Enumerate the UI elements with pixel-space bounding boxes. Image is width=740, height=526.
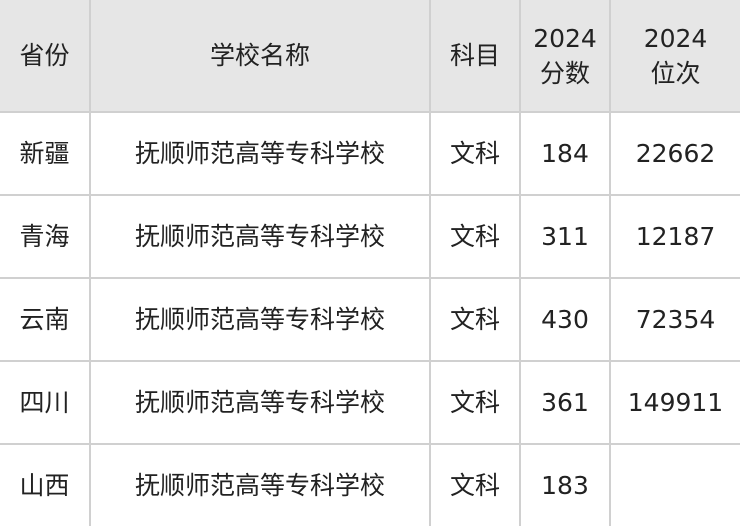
cell-rank	[609, 443, 740, 526]
cell-province: 四川	[0, 360, 91, 445]
cell-subject: 文科	[429, 194, 521, 279]
header-school-label: 学校名称	[209, 41, 310, 70]
header-subject-label: 科目	[449, 41, 500, 70]
cell-school: 抚顺师范高等专科学校	[89, 111, 431, 196]
cell-subject: 文科	[429, 111, 521, 196]
header-rank-year: 2024	[643, 23, 708, 53]
cell-score: 311	[519, 194, 611, 279]
cell-score: 183	[519, 443, 611, 526]
table-row: 云南 抚顺师范高等专科学校 文科 430 72354	[0, 277, 740, 362]
table-row: 四川 抚顺师范高等专科学校 文科 361 149911	[0, 360, 740, 445]
header-row: 省份 学校名称 科目 2024 分数 2024 位次	[0, 0, 740, 113]
header-score-year: 2024	[533, 23, 597, 53]
header-rank-label: 位次	[650, 58, 701, 88]
table-row: 青海 抚顺师范高等专科学校 文科 311 12187	[0, 194, 740, 279]
cell-subject: 文科	[429, 443, 521, 526]
cell-school: 抚顺师范高等专科学校	[89, 194, 431, 279]
cell-subject: 文科	[429, 277, 521, 362]
cell-school: 抚顺师范高等专科学校	[89, 443, 431, 526]
cell-province: 山西	[0, 443, 91, 526]
cell-province: 青海	[0, 194, 91, 279]
header-province: 省份	[0, 0, 91, 113]
cell-rank: 149911	[609, 360, 740, 445]
cell-rank: 72354	[609, 277, 740, 362]
cell-province: 云南	[0, 277, 91, 362]
cell-rank: 22662	[609, 111, 740, 196]
header-score: 2024 分数	[519, 0, 611, 113]
cell-score: 430	[519, 277, 611, 362]
header-province-label: 省份	[19, 41, 70, 70]
cell-school: 抚顺师范高等专科学校	[89, 360, 431, 445]
header-subject: 科目	[429, 0, 521, 113]
table-row: 新疆 抚顺师范高等专科学校 文科 184 22662	[0, 111, 740, 196]
header-school: 学校名称	[89, 0, 431, 113]
cell-score: 184	[519, 111, 611, 196]
cell-rank: 12187	[609, 194, 740, 279]
cell-province: 新疆	[0, 111, 91, 196]
header-score-label: 分数	[539, 58, 590, 88]
cell-subject: 文科	[429, 360, 521, 445]
cell-score: 361	[519, 360, 611, 445]
table-row: 山西 抚顺师范高等专科学校 文科 183	[0, 443, 740, 526]
cell-school: 抚顺师范高等专科学校	[89, 277, 431, 362]
header-rank: 2024 位次	[609, 0, 740, 113]
